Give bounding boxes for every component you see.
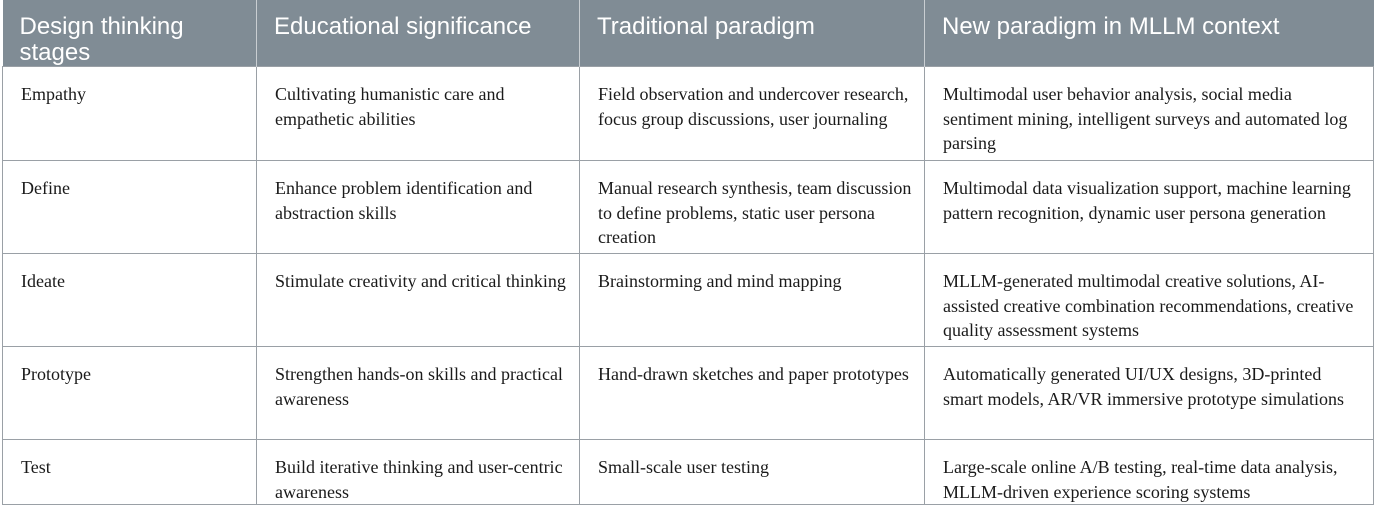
cell-educational-significance: Stimulate creativity and critical thinki… xyxy=(256,253,580,347)
table-row-empathy: Empathy Cultivating humanistic care and … xyxy=(2,66,1374,161)
cell-new-paradigm: Multimodal data visualization support, m… xyxy=(924,160,1374,254)
cell-stage: Ideate xyxy=(2,253,257,347)
cell-new-paradigm: Multimodal user behavior analysis, socia… xyxy=(924,66,1374,161)
cell-new-paradigm: Automatically generated UI/UX designs, 3… xyxy=(924,346,1374,440)
column-header-stages: Design thinking stages xyxy=(2,0,257,67)
table-row-test: Test Build iterative thinking and user-c… xyxy=(2,439,1374,505)
header-row: Design thinking stages Educational signi… xyxy=(2,0,1374,67)
cell-traditional-paradigm: Brainstorming and mind mapping xyxy=(579,253,925,347)
cell-traditional-paradigm: Field observation and undercover researc… xyxy=(579,66,925,161)
comparison-table-container: Design thinking stages Educational signi… xyxy=(2,0,1374,505)
table-row-ideate: Ideate Stimulate creativity and critical… xyxy=(2,253,1374,347)
cell-new-paradigm: MLLM-generated multimodal creative solut… xyxy=(924,253,1374,347)
design-thinking-comparison-table: Design thinking stages Educational signi… xyxy=(2,0,1374,505)
table-header: Design thinking stages Educational signi… xyxy=(2,0,1374,67)
cell-stage: Empathy xyxy=(2,66,257,161)
table-body: Empathy Cultivating humanistic care and … xyxy=(2,66,1374,505)
cell-stage: Test xyxy=(2,439,257,505)
cell-educational-significance: Build iterative thinking and user-centri… xyxy=(256,439,580,505)
cell-stage: Define xyxy=(2,160,257,254)
cell-educational-significance: Strengthen hands-on skills and practical… xyxy=(256,346,580,440)
cell-educational-significance: Cultivating humanistic care and empathet… xyxy=(256,66,580,161)
cell-educational-significance: Enhance problem identification and abstr… xyxy=(256,160,580,254)
column-header-traditional-paradigm: Traditional paradigm xyxy=(579,0,925,67)
cell-traditional-paradigm: Hand-drawn sketches and paper prototypes xyxy=(579,346,925,440)
table-row-prototype: Prototype Strengthen hands-on skills and… xyxy=(2,346,1374,440)
cell-stage: Prototype xyxy=(2,346,257,440)
table-row-define: Define Enhance problem identification an… xyxy=(2,160,1374,254)
cell-traditional-paradigm: Small-scale user testing xyxy=(579,439,925,505)
column-header-new-paradigm: New paradigm in MLLM context xyxy=(924,0,1374,67)
cell-new-paradigm: Large-scale online A/B testing, real-tim… xyxy=(924,439,1374,505)
cell-traditional-paradigm: Manual research synthesis, team discussi… xyxy=(579,160,925,254)
column-header-educational-significance: Educational significance xyxy=(256,0,580,67)
